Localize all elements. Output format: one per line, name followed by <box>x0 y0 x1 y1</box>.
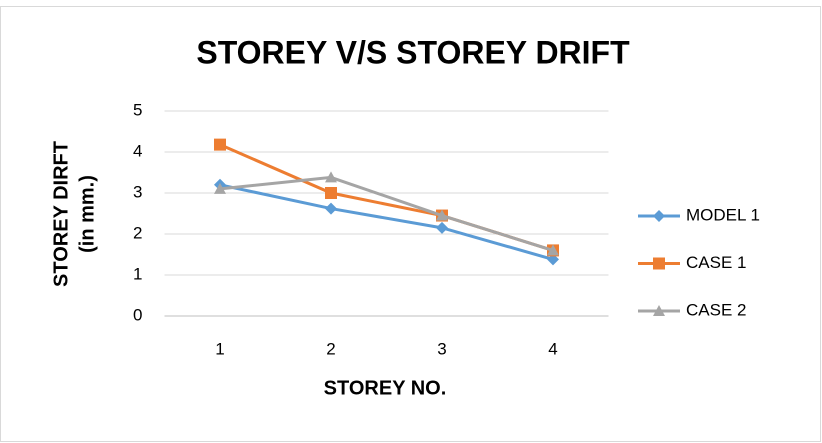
marker <box>547 244 559 256</box>
x-axis-label: STOREY NO. <box>324 377 447 399</box>
marker <box>653 210 665 222</box>
legend-label: CASE 1 <box>686 253 746 272</box>
x-tick-label: 1 <box>215 339 224 358</box>
x-tick-label: 2 <box>326 339 335 358</box>
marker <box>214 182 226 194</box>
y-tick-label: 4 <box>133 141 142 160</box>
y-axis-label-line: (in mm.) <box>76 175 98 253</box>
y-tick-label: 0 <box>133 305 142 324</box>
marker <box>653 257 665 270</box>
y-axis-label: STOREY DIRFT (in mm.) <box>50 141 98 287</box>
series-line <box>219 183 554 261</box>
marker <box>436 209 448 221</box>
marker <box>325 202 337 215</box>
y-tick-label: 3 <box>133 182 142 201</box>
marker <box>325 187 337 199</box>
marker <box>653 305 665 316</box>
y-tick-label: 2 <box>133 223 142 242</box>
marker <box>214 138 226 151</box>
chart-title: STOREY V/S STOREY DRIFT <box>196 34 630 70</box>
legend-label: CASE 2 <box>686 300 746 319</box>
marker <box>547 253 559 266</box>
x-tick-label: 3 <box>437 339 446 358</box>
x-tick-label: 4 <box>548 339 557 358</box>
chart-frame <box>0 6 821 442</box>
marker <box>325 171 337 183</box>
marker <box>436 221 448 234</box>
series-line <box>219 175 554 252</box>
y-tick-label: 1 <box>133 264 142 283</box>
y-tick-label: 5 <box>133 100 142 119</box>
y-axis-label-line: STOREY DIRFT <box>50 141 72 287</box>
legend-label: MODEL 1 <box>686 205 760 224</box>
